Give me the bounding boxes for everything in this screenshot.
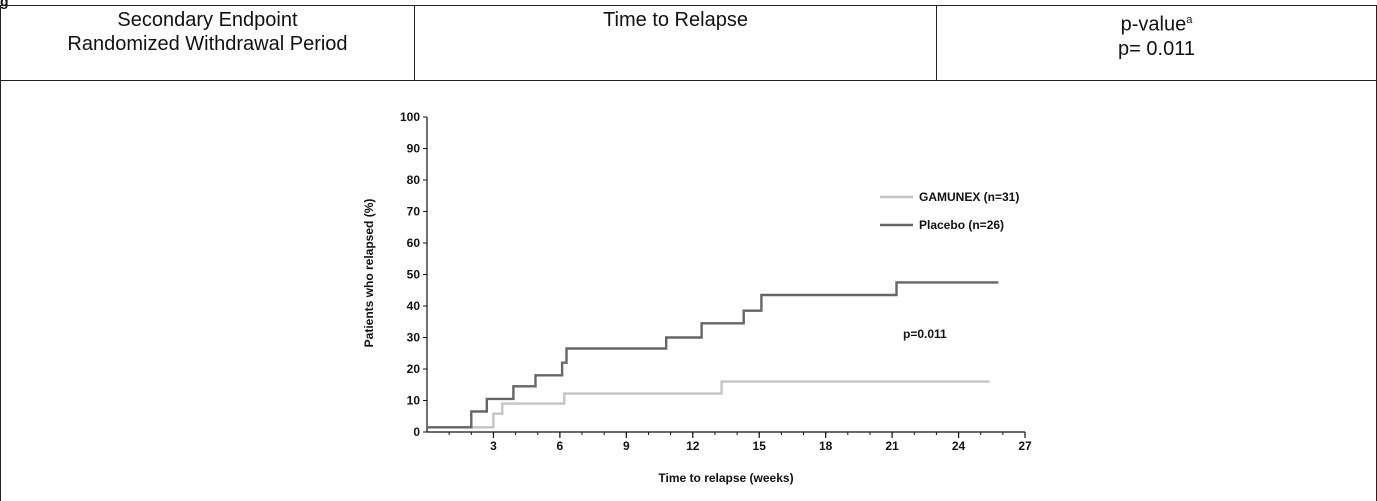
y-tick-label: 0 (413, 425, 420, 439)
legend-label: GAMUNEX (n=31) (919, 190, 1019, 204)
y-tick-label: 20 (407, 362, 421, 376)
x-tick-label: 21 (885, 439, 899, 453)
x-tick-label: 3 (490, 439, 497, 453)
pvalue-label-text: p-value (1120, 13, 1187, 36)
y-tick-label: 70 (407, 205, 421, 219)
y-axis-label: Patients who relapsed (%) (362, 199, 376, 348)
series-line-placebo (427, 281, 999, 429)
x-axis-label: Time to relapse (weeks) (658, 471, 793, 485)
y-tick-label: 40 (407, 299, 421, 313)
pvalue-footnote-mark: a (1186, 14, 1193, 26)
endpoint-label-line1: Secondary Endpoint (117, 9, 298, 31)
x-tick-label: 9 (623, 439, 630, 453)
endpoint-table-header: Secondary Endpoint Randomized Withdrawal… (1, 6, 1376, 81)
y-tick-label: 10 (407, 394, 421, 408)
endpoint-label-line2: Randomized Withdrawal Period (67, 33, 348, 55)
y-tick-label: 60 (407, 236, 421, 250)
p-value-annotation: p=0.011 (903, 327, 947, 341)
figure-letter: g (0, 0, 9, 9)
y-tick-label: 30 (407, 331, 421, 345)
legend-label: Placebo (n=26) (919, 218, 1004, 232)
measure-cell: Time to Relapse (415, 6, 937, 80)
y-tick-label: 50 (407, 268, 421, 282)
endpoint-cell: Secondary Endpoint Randomized Withdrawal… (1, 6, 415, 80)
x-tick-label: 27 (1018, 439, 1032, 453)
figure-frame: Secondary Endpoint Randomized Withdrawal… (0, 5, 1377, 501)
y-tick-label: 80 (407, 173, 421, 187)
measure-label: Time to Relapse (603, 9, 748, 31)
x-tick-label: 24 (952, 439, 966, 453)
series-line-gamunex (427, 380, 990, 429)
pvalue-value: p= 0.011 (1118, 37, 1195, 60)
pvalue-label: p-valuea (1121, 8, 1193, 37)
x-tick-label: 15 (753, 439, 767, 453)
x-tick-label: 12 (686, 439, 700, 453)
y-tick-label: 90 (407, 142, 421, 156)
y-tick-label: 100 (400, 110, 420, 124)
x-tick-label: 6 (557, 439, 564, 453)
x-tick-label: 18 (819, 439, 833, 453)
pvalue-cell: p-valuea p= 0.011 (937, 6, 1376, 80)
